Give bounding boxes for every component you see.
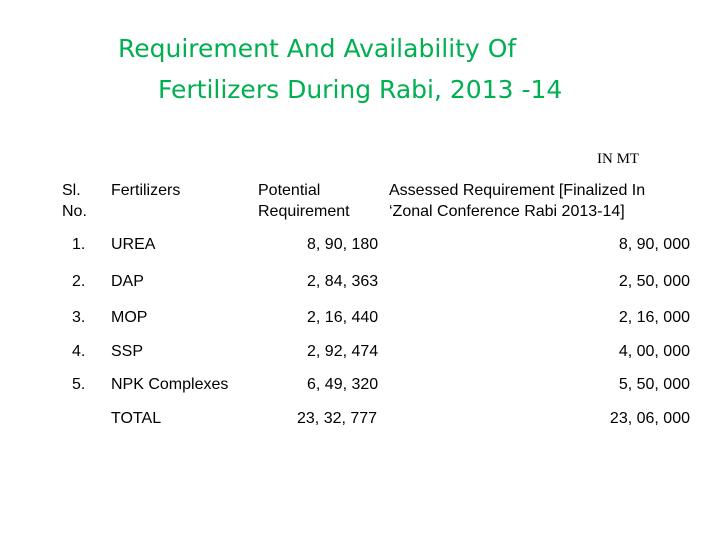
assessed-cell: 8, 90, 000 — [618, 236, 690, 253]
assessed-cell: 2, 16, 000 — [618, 309, 690, 326]
assessed-cell: 2, 50, 000 — [618, 273, 690, 290]
fertilizer-cell: NPK Complexes — [111, 376, 229, 393]
header-potential-requirement: Potential Requirement — [258, 180, 350, 222]
total-assessed-cell: 23, 06, 000 — [609, 410, 690, 427]
sl-cell: 1. — [72, 236, 86, 253]
unit-label: IN MT — [597, 151, 640, 167]
potential-cell: 6, 49, 320 — [307, 376, 379, 393]
table-row: 5. NPK Complexes 6, 49, 320 5, 50, 000 — [0, 376, 720, 400]
header-assessed-requirement: Assessed Requirement [Finalized In ‘Zona… — [389, 180, 689, 222]
header-potential-line-2: Requirement — [258, 203, 350, 220]
header-fertilizers: Fertilizers — [111, 182, 181, 199]
sl-cell: 2. — [72, 273, 86, 290]
table-row: 2. DAP 2, 84, 363 2, 50, 000 — [0, 273, 720, 297]
fertilizer-cell: DAP — [111, 273, 144, 290]
title-line-1: Requirement And Availability Of — [118, 34, 517, 63]
assessed-cell: 4, 00, 000 — [618, 343, 690, 360]
table-row: 1. UREA 8, 90, 180 8, 90, 000 — [0, 236, 720, 260]
fertilizer-cell: UREA — [111, 236, 156, 253]
sl-cell: 3. — [72, 309, 86, 326]
total-potential-cell: 23, 32, 777 — [297, 410, 378, 427]
header-potential-line-1: Potential — [258, 182, 321, 199]
title-line-2: Fertilizers During Rabi, 2013 -14 — [158, 75, 563, 104]
fertilizer-cell: SSP — [111, 343, 144, 360]
fertilizer-cell: MOP — [111, 309, 148, 326]
potential-cell: 2, 16, 440 — [307, 309, 379, 326]
total-row: TOTAL 23, 32, 777 23, 06, 000 — [0, 410, 720, 434]
header-sl-line-1: Sl. — [62, 182, 81, 199]
sl-cell: 5. — [72, 376, 86, 393]
header-assessed-line-1: Assessed Requirement [Finalized In — [389, 182, 646, 199]
total-label: TOTAL — [111, 410, 162, 427]
assessed-cell: 5, 50, 000 — [618, 376, 690, 393]
header-sl-no: Sl. No. — [62, 180, 102, 222]
potential-cell: 2, 92, 474 — [307, 343, 379, 360]
header-assessed-line-2: ‘Zonal Conference Rabi 2013-14] — [389, 203, 625, 220]
sl-cell: 4. — [72, 343, 86, 360]
header-sl-line-2: No. — [62, 203, 87, 220]
table-row: 4. SSP 2, 92, 474 4, 00, 000 — [0, 343, 720, 367]
table-row: 3. MOP 2, 16, 440 2, 16, 000 — [0, 309, 720, 333]
potential-cell: 8, 90, 180 — [307, 236, 379, 253]
potential-cell: 2, 84, 363 — [307, 273, 379, 290]
